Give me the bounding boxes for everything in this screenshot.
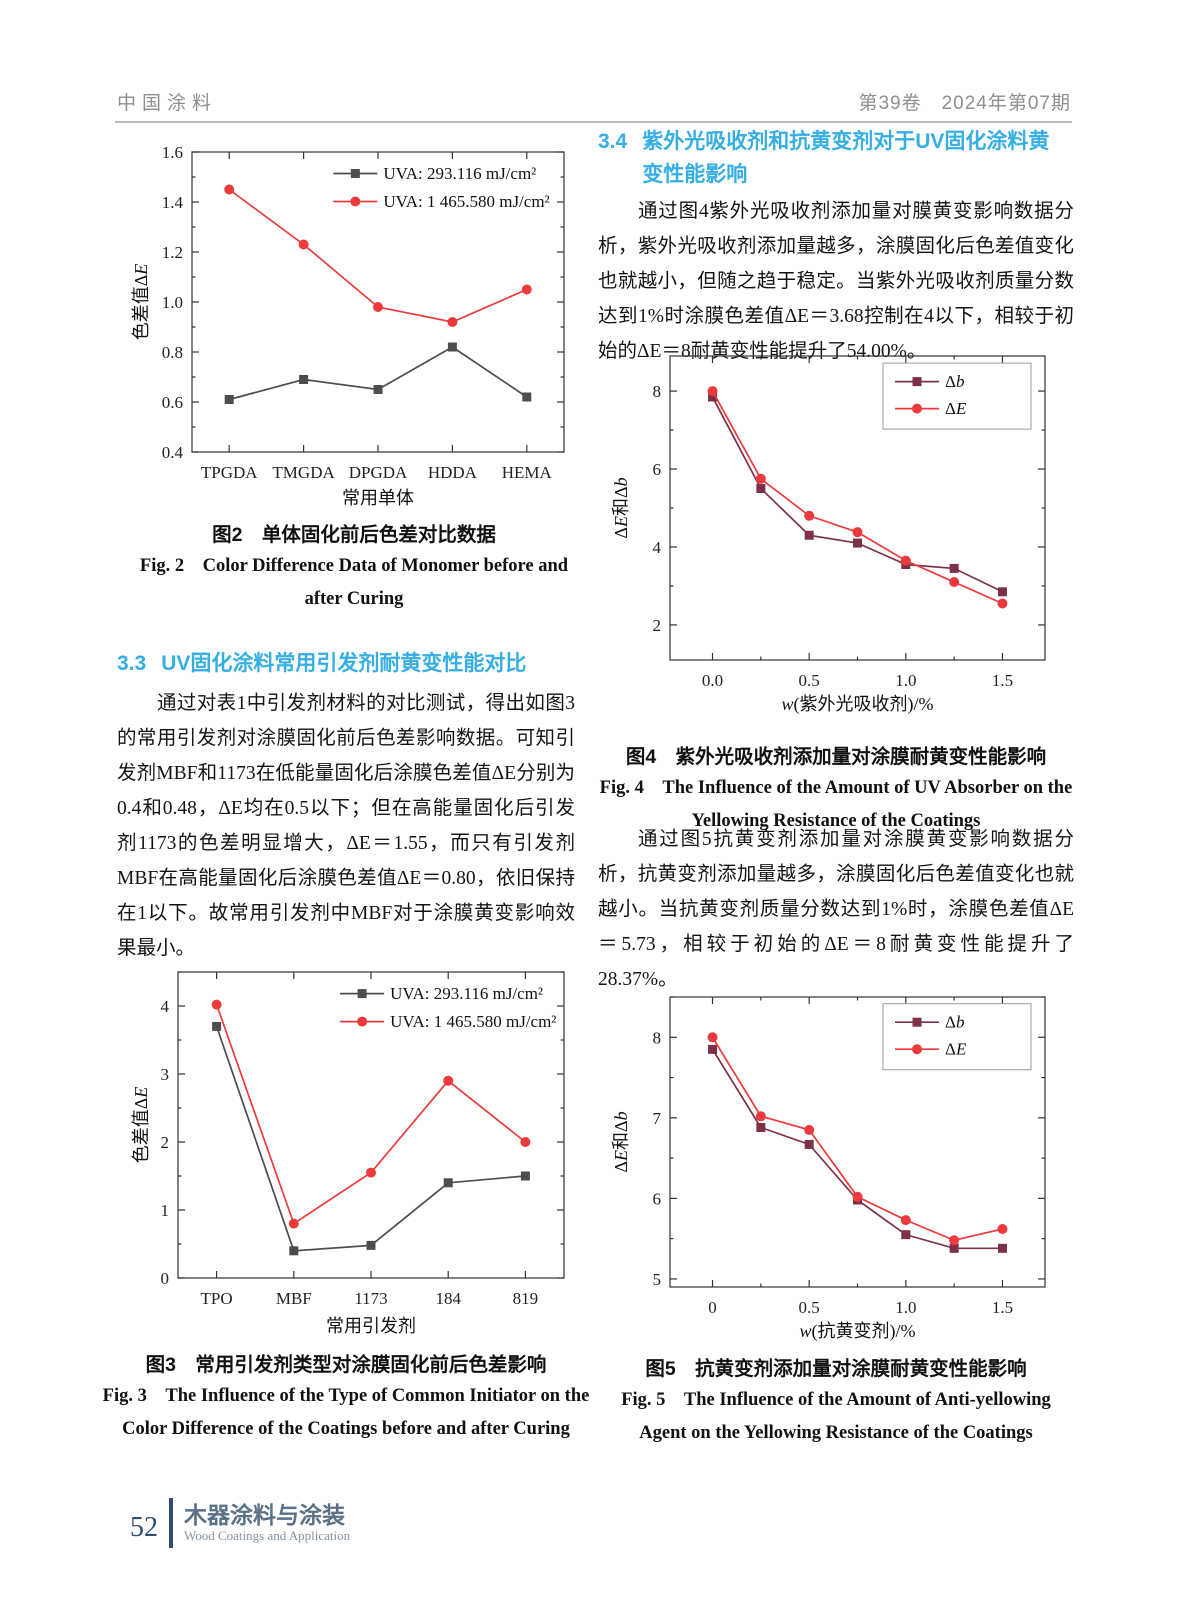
svg-text:ΔE: ΔE: [945, 1040, 967, 1059]
svg-text:0.5: 0.5: [799, 1298, 820, 1317]
fig4-caption-cn: 图4 紫外光吸收剂添加量对涂膜耐黄变性能影响: [625, 746, 1047, 768]
svg-text:UVA: 293.116 mJ/cm²: UVA: 293.116 mJ/cm²: [390, 984, 543, 1003]
fig3-caption-en: Fig. 3 The Influence of the Type of Comm…: [102, 1386, 590, 1439]
section-3-3-heading: 3.3 UV固化涂料常用引发剂耐黄变性能对比: [117, 648, 579, 681]
svg-text:w(抗黄变剂)/%: w(抗黄变剂)/%: [800, 1321, 916, 1342]
svg-text:8: 8: [653, 382, 662, 401]
svg-text:1.0: 1.0: [162, 293, 183, 312]
svg-text:1.4: 1.4: [162, 193, 184, 212]
svg-text:819: 819: [513, 1289, 539, 1308]
svg-text:Δb: Δb: [945, 372, 964, 391]
svg-text:1173: 1173: [354, 1289, 387, 1308]
svg-text:TMGDA: TMGDA: [272, 463, 335, 482]
svg-text:184: 184: [435, 1289, 461, 1308]
svg-text:ΔE和Δb: ΔE和Δb: [611, 1111, 631, 1172]
svg-text:色差值ΔE: 色差值ΔE: [131, 1087, 151, 1164]
svg-text:2: 2: [653, 616, 662, 635]
section-3-3-paragraph: 通过对表1中引发剂材料的对比测试，得出如图3的常用引发剂对涂膜固化前后色差影响数…: [117, 693, 575, 959]
svg-text:0.5: 0.5: [799, 671, 820, 690]
fig5-caption-cn: 图5 抗黄变剂添加量对涂膜耐黄变性能影响: [645, 1358, 1027, 1380]
section-3-3-title: UV固化涂料常用引发剂耐黄变性能对比: [161, 652, 527, 675]
svg-text:Δb: Δb: [945, 1013, 964, 1032]
svg-text:MBF: MBF: [276, 1289, 312, 1308]
svg-text:0.0: 0.0: [702, 671, 723, 690]
svg-text:常用单体: 常用单体: [342, 488, 414, 508]
svg-text:1: 1: [161, 1201, 170, 1220]
svg-text:8: 8: [653, 1028, 662, 1047]
fig5-chart: 5 6 7 8 0 0.5 1.0 1.5 w(抗黄变剂)/% ΔE和Δb Δb ΔE: [608, 985, 1063, 1345]
svg-text:常用引发剂: 常用引发剂: [326, 1316, 416, 1336]
svg-text:1.2: 1.2: [162, 243, 183, 262]
header-rule: [115, 121, 1072, 123]
section-3-4-title: 紫外光吸收剂和抗黄变剂对于UV固化涂料黄变性能影响: [642, 130, 1050, 186]
fig3-caption-cn: 图3 常用引发剂类型对涂膜固化前后色差影响: [145, 1354, 547, 1376]
fig2-chart: 0.4 0.6 0.8 1.0 1.2 1.4 1.6 TPGDA TMGDA DPGDA HDDA…: [128, 140, 580, 512]
fig4-caption-en: Fig. 4 The Influence of the Amount of UV…: [599, 778, 1073, 831]
svg-text:UVA: 1 465.580 mJ/cm²: UVA: 1 465.580 mJ/cm²: [390, 1012, 556, 1031]
svg-text:1.0: 1.0: [895, 671, 916, 690]
footer-divider: [169, 1498, 173, 1548]
svg-text:ΔE和Δb: ΔE和Δb: [611, 477, 631, 538]
footer-column-name-en: Wood Coatings and Application: [184, 1528, 351, 1544]
fig4-chart: 2 4 6 8 0.0 0.5 1.0 1.5 w(紫外光吸收剂)/% ΔE和Δb Δb ΔE: [608, 346, 1063, 718]
svg-text:TPO: TPO: [201, 1289, 233, 1308]
svg-text:6: 6: [653, 1189, 662, 1208]
svg-text:0.8: 0.8: [162, 343, 183, 362]
page-number: 52: [130, 1512, 158, 1543]
svg-text:6: 6: [653, 460, 662, 479]
fig2-caption-cn: 图2 单体固化前后色差对比数据: [212, 524, 496, 546]
svg-text:1.5: 1.5: [992, 1298, 1013, 1317]
section-3-4-heading: 3.4 紫外光吸收剂和抗黄变剂对于UV固化涂料黄变性能影响: [598, 126, 1076, 191]
svg-text:0.4: 0.4: [162, 443, 184, 462]
section-3-4-number: 3.4: [598, 130, 628, 153]
svg-text:0: 0: [161, 1269, 170, 1288]
svg-text:1.5: 1.5: [992, 671, 1013, 690]
issue-info: 第39卷 2024年第07期: [858, 93, 1071, 114]
footer-column-name-cn: 木器涂料与涂装: [184, 1501, 345, 1528]
svg-text:ΔE: ΔE: [945, 399, 967, 418]
svg-text:UVA: 293.116 mJ/cm²: UVA: 293.116 mJ/cm²: [383, 164, 536, 183]
svg-text:0: 0: [708, 1298, 717, 1317]
section-3-4-paragraph-2: 通过图5抗黄变剂添加量对涂膜黄变影响数据分析，抗黄变剂添加量越多，涂膜固化后色差…: [598, 829, 1074, 990]
svg-text:0.6: 0.6: [162, 393, 183, 412]
svg-text:7: 7: [653, 1109, 662, 1128]
svg-text:3: 3: [161, 1065, 170, 1084]
section-3-3-number: 3.3: [117, 652, 147, 675]
page-footer: 52 木器涂料与涂装 Wood Coatings and Application: [130, 1498, 350, 1548]
svg-text:2: 2: [161, 1133, 170, 1152]
svg-text:5: 5: [653, 1270, 662, 1289]
svg-text:TPGDA: TPGDA: [201, 463, 258, 482]
svg-text:1.6: 1.6: [162, 143, 183, 162]
fig5-caption-en: Fig. 5 The Influence of the Amount of An…: [621, 1390, 1051, 1443]
svg-text:4: 4: [653, 538, 662, 557]
svg-text:UVA: 1 465.580 mJ/cm²: UVA: 1 465.580 mJ/cm²: [383, 192, 549, 211]
fig2-caption-en: Fig. 2 Color Difference Data of Monomer …: [139, 556, 569, 609]
svg-text:1.0: 1.0: [895, 1298, 916, 1317]
svg-text:HDDA: HDDA: [428, 463, 478, 482]
svg-text:HEMA: HEMA: [502, 463, 553, 482]
section-3-4-paragraph-1: 通过图4紫外光吸收剂添加量对膜黄变影响数据分析，紫外光吸收剂添加量越多，涂膜固化…: [598, 201, 1074, 362]
svg-text:w(紫外光吸收剂)/%: w(紫外光吸收剂)/%: [782, 694, 934, 715]
svg-text:DPGDA: DPGDA: [349, 463, 408, 482]
svg-text:色差值ΔE: 色差值ΔE: [131, 264, 151, 341]
journal-name: 中国涂料: [117, 93, 218, 114]
fig3-chart: 0 1 2 3 4 TPO MBF 1173 184 819 常用引发剂 色差值ΔE UVA: 293.…: [128, 958, 580, 1340]
svg-text:4: 4: [161, 997, 170, 1016]
